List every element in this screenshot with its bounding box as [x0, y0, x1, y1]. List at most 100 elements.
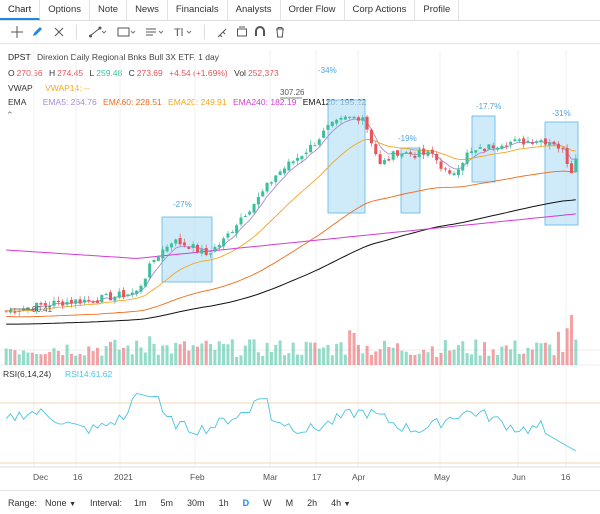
text-style-icon[interactable]: T [172, 23, 194, 41]
tab-analysts[interactable]: Analysts [228, 0, 281, 20]
measure-icon[interactable] [214, 23, 230, 41]
candle [326, 125, 330, 130]
candle [204, 248, 208, 255]
candle [287, 161, 291, 171]
candle [165, 246, 169, 252]
interval-m[interactable]: M [285, 497, 294, 508]
candle [65, 301, 69, 305]
close-value: 273.69 [136, 68, 163, 78]
trash-icon[interactable] [272, 23, 288, 41]
rectangle-tool-icon[interactable] [116, 23, 138, 41]
candle [22, 308, 26, 311]
rsi14-line [5, 393, 577, 452]
pen-icon[interactable] [30, 23, 44, 41]
drawdown-box-5 [544, 121, 579, 226]
x-tick-jun: Jun [512, 472, 526, 482]
candle [126, 294, 130, 297]
candle [404, 152, 408, 154]
volume-bar [117, 349, 121, 365]
candle [148, 263, 152, 278]
candle [56, 300, 60, 302]
volume-bar [187, 350, 191, 365]
volume-bar [539, 343, 543, 365]
rsi-label: RSI(6,14,24) [3, 369, 51, 379]
low-value: 259.48 [96, 68, 123, 78]
candle [317, 139, 321, 145]
crosshair-icon[interactable] [10, 23, 24, 41]
volume-bar [269, 351, 273, 365]
candle [487, 144, 491, 150]
interval-30m[interactable]: 30m [187, 497, 205, 508]
tab-options[interactable]: Options [40, 0, 90, 20]
candle [361, 117, 365, 121]
line-tool-icon[interactable] [88, 23, 108, 41]
candle [104, 293, 108, 295]
volume-bar [491, 349, 495, 365]
volume-bar [261, 355, 265, 365]
volume-bar [382, 340, 387, 365]
hide-drawings-icon[interactable] [234, 23, 250, 41]
volume-bar [122, 347, 126, 365]
collapse-legend-icon[interactable]: ⌃ [6, 110, 14, 120]
volume-bar [304, 341, 308, 365]
interval-5m[interactable]: 5m [160, 497, 174, 508]
candle [282, 168, 286, 174]
tab-note[interactable]: Note [90, 0, 128, 20]
volume-bar [452, 349, 456, 365]
candle [574, 158, 578, 173]
volume-bar [65, 344, 69, 365]
candle [239, 217, 243, 225]
tab-financials[interactable]: Financials [168, 0, 228, 20]
x-tick-dec: Dec [33, 472, 49, 482]
candle [500, 145, 504, 150]
box-label-5: -31% [552, 109, 571, 118]
volume-bar [291, 342, 295, 365]
candle [522, 138, 526, 145]
volume-bar [500, 346, 504, 365]
tab-order-flow[interactable]: Order Flow [281, 0, 345, 20]
ema60-value: EMA60: 228.51 [103, 97, 162, 107]
tab-profile[interactable]: Profile [415, 0, 460, 20]
close-icon[interactable] [52, 23, 66, 41]
candle [339, 118, 343, 120]
volume-bar [126, 345, 130, 365]
candle [213, 246, 217, 252]
interval-w[interactable]: W [263, 497, 272, 508]
volume-bar [565, 328, 569, 365]
ema120-line [6, 199, 576, 325]
interval-1h[interactable]: 1h [218, 497, 229, 508]
interval-1m[interactable]: 1m [134, 497, 147, 508]
volume-bar [239, 355, 243, 365]
magnet-icon[interactable] [252, 23, 268, 41]
volume-bar [313, 342, 317, 365]
interval-d[interactable]: D [242, 497, 250, 508]
candle [135, 290, 139, 295]
candle [200, 249, 204, 254]
ema240-line [6, 213, 576, 259]
volume-label: Vol [234, 68, 246, 78]
volume-bar [48, 352, 52, 365]
tab-corp-actions[interactable]: Corp Actions [345, 0, 416, 20]
volume-bar [543, 342, 547, 365]
volume-bar [252, 339, 256, 365]
drawing-toolbar: T [0, 21, 600, 44]
candle [91, 301, 95, 303]
tab-news[interactable]: News [127, 0, 168, 20]
candle [161, 249, 165, 259]
candle [130, 292, 134, 295]
tab-chart[interactable]: Chart [0, 0, 41, 20]
volume-bar [222, 343, 226, 365]
x-tick-17: 17 [312, 472, 322, 482]
x-tick-16b: 16 [561, 472, 571, 482]
candle [261, 191, 265, 197]
candle [322, 130, 326, 138]
interval-4h[interactable]: 4h ▼ [331, 498, 350, 508]
range-select[interactable]: None ▼ [45, 498, 76, 508]
volume-bar [487, 355, 491, 365]
interval-2h[interactable]: 2h [307, 497, 318, 508]
price-chart[interactable]: 307.26 90.41 -27% -34% -19% -17.7% -31% … [0, 20, 600, 490]
volume-bar [513, 340, 517, 365]
candle [409, 152, 413, 155]
text-tool-icon[interactable] [144, 23, 166, 41]
volume-bar [526, 347, 530, 365]
